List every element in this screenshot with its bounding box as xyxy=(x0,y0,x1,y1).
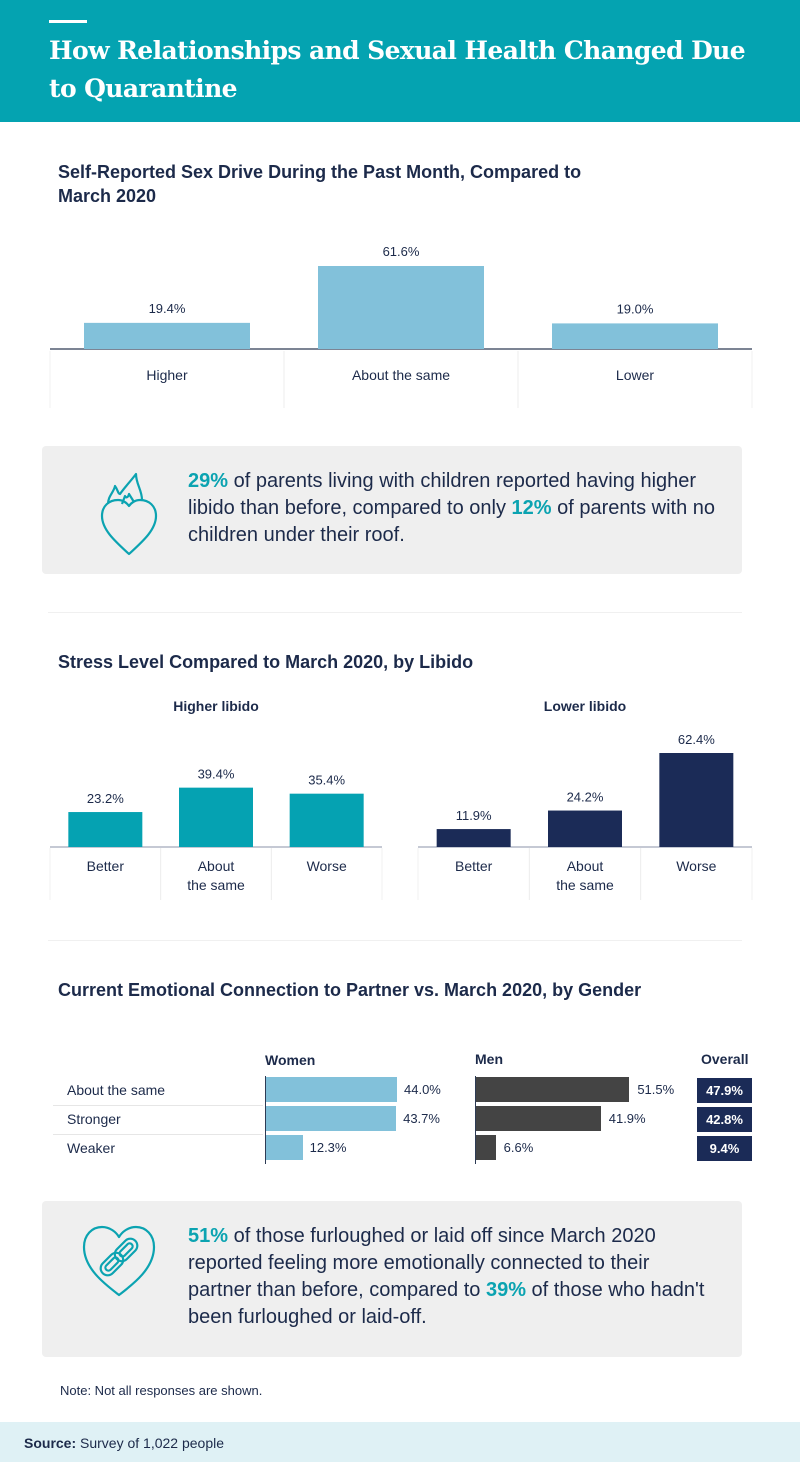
flaming-heart-icon xyxy=(100,472,158,556)
chart2-title: Stress Level Compared to March 2020, by … xyxy=(58,652,474,672)
source-text: Source: Survey of 1,022 people xyxy=(24,1435,224,1451)
series-header-overall: Overall xyxy=(701,1051,749,1067)
row-label: Stronger xyxy=(67,1111,121,1127)
bar-better xyxy=(436,829,511,847)
category-label: About xyxy=(198,858,235,874)
category-label: Higher xyxy=(146,367,188,383)
data-label: 19.0% xyxy=(617,301,654,316)
overall-badge: 9.4% xyxy=(697,1136,752,1161)
callout-text: 51% of those furloughed or laid off sinc… xyxy=(188,1223,713,1331)
source-label: Source: xyxy=(24,1435,77,1451)
section-divider xyxy=(48,940,742,941)
bar-worse xyxy=(659,753,734,847)
overall-badge: 47.9% xyxy=(697,1078,752,1103)
source-value: Survey of 1,022 people xyxy=(76,1435,225,1451)
bar-women xyxy=(266,1077,397,1102)
category-label: the same xyxy=(556,877,614,893)
row-divider xyxy=(53,1105,263,1106)
page-title: How Relationships and Sexual Health Chan… xyxy=(49,36,746,103)
series-header-women: Women xyxy=(265,1052,316,1068)
overall-badge: 42.8% xyxy=(697,1107,752,1132)
sex-drive-chart: 19.4% Higher 61.6% About the same 19.0% Lower xyxy=(49,244,753,408)
stress-level-chart: Higher libido 23.2% Better 39.4% About the sa… xyxy=(49,698,753,900)
series-header-men: Men xyxy=(475,1051,503,1067)
bar-lower xyxy=(552,323,718,349)
callout-text-segment: of those who hadn't been furloughed or l… xyxy=(188,1279,705,1328)
category-label: Better xyxy=(455,858,493,874)
bar-better xyxy=(68,812,143,847)
chart3-title: Current Emotional Connection to Partner … xyxy=(58,980,642,1000)
data-label: 41.9% xyxy=(608,1111,646,1126)
category-label: Worse xyxy=(676,858,716,874)
data-label: 35.4% xyxy=(308,773,345,788)
data-label: 39.4% xyxy=(198,767,235,782)
highlight-stat: 51% xyxy=(188,1225,229,1247)
bar-worse xyxy=(289,793,364,847)
bar-men xyxy=(476,1077,630,1102)
bar-women xyxy=(266,1106,397,1131)
data-label: 62.4% xyxy=(678,732,715,747)
data-label: 11.9% xyxy=(456,808,492,823)
highlight-stat: 12% xyxy=(511,497,552,519)
category-label: Better xyxy=(87,858,125,874)
row-divider xyxy=(53,1134,263,1135)
row-label: About the same xyxy=(67,1082,166,1098)
callout-text-segment: of parents with no children under their … xyxy=(188,497,716,546)
data-label: 19.4% xyxy=(149,301,186,316)
data-label: 51.5% xyxy=(637,1082,675,1097)
data-label: 12.3% xyxy=(309,1140,347,1155)
category-label: Lower xyxy=(616,367,654,383)
source-footer: Source: Survey of 1,022 people xyxy=(0,1422,800,1462)
data-label: 6.6% xyxy=(503,1140,534,1155)
data-label: 24.2% xyxy=(567,790,604,805)
men-axis-line xyxy=(475,1076,476,1164)
panel-subtitle: Higher libido xyxy=(173,698,259,714)
category-label: the same xyxy=(187,877,245,893)
highlight-stat: 29% xyxy=(188,470,229,492)
data-label: 61.6% xyxy=(383,244,420,259)
header-banner: How Relationships and Sexual Health Chan… xyxy=(0,0,800,122)
panel-subtitle: Lower libido xyxy=(544,698,626,714)
bar-higher xyxy=(84,322,250,349)
footnote: Note: Not all responses are shown. xyxy=(60,1383,263,1398)
category-label: About the same xyxy=(352,367,450,383)
callout-text: 29% of parents living with children repo… xyxy=(188,468,733,549)
highlight-stat: 39% xyxy=(485,1279,526,1301)
chart1-title: Self-Reported Sex Drive During the Past … xyxy=(58,162,582,206)
women-axis-line xyxy=(265,1076,266,1164)
bar-about-the-same xyxy=(318,266,484,349)
heart-chain-link-icon xyxy=(82,1225,156,1297)
header-accent-rule xyxy=(49,20,87,23)
category-label: About xyxy=(567,858,604,874)
bar-women xyxy=(266,1135,303,1160)
row-label: Weaker xyxy=(67,1140,115,1156)
callout-furlough-connection: 51% of those furloughed or laid off sinc… xyxy=(42,1201,742,1357)
bar-about-the-same xyxy=(548,810,622,847)
data-label: 43.7% xyxy=(403,1111,440,1126)
category-label: Worse xyxy=(307,858,347,874)
callout-text-segment: of those furloughed or laid off since Ma… xyxy=(188,1225,656,1301)
data-label: 23.2% xyxy=(87,791,124,806)
data-label: 44.0% xyxy=(404,1082,441,1097)
bar-about-the-same xyxy=(179,787,253,847)
bar-men xyxy=(476,1135,496,1160)
bar-men xyxy=(476,1106,601,1131)
callout-text-segment: of parents living with children reported… xyxy=(188,470,697,519)
callout-parents-libido: 29% of parents living with children repo… xyxy=(42,446,742,574)
section-divider xyxy=(48,612,742,613)
